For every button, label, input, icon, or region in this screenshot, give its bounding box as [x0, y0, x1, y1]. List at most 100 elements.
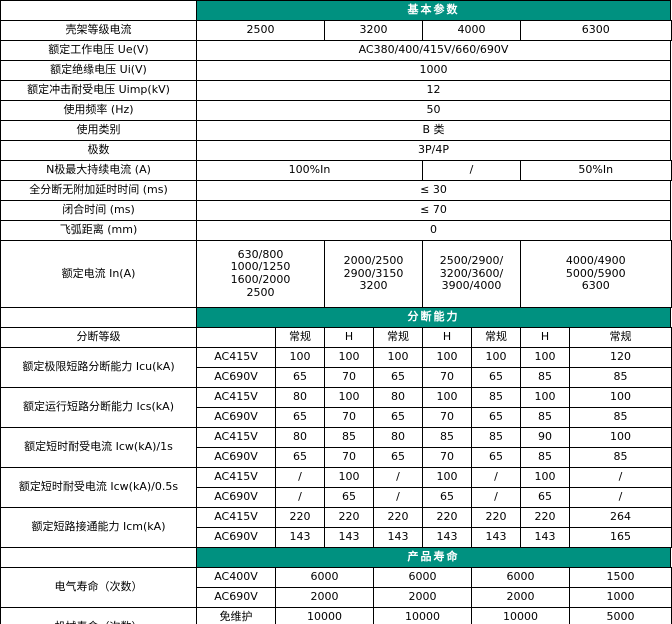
breaking-value: 65: [471, 367, 521, 388]
breaking-value: 65: [275, 447, 325, 468]
life-sub-label: 免维护: [196, 607, 276, 624]
row-label-breaking: 额定极限短路分断能力 Icu(kA): [0, 347, 197, 388]
breaking-value: 100: [324, 467, 374, 488]
breaking-value: 100: [324, 347, 374, 368]
frame-size-value: 2500: [196, 20, 325, 41]
breaking-sub-label: AC415V: [196, 507, 276, 528]
breaking-grade-value: 常规: [569, 327, 672, 348]
breaking-value: 100: [422, 467, 472, 488]
row-basic: 额定冲击耐受电压 Uimp(kV) 12: [0, 80, 672, 101]
breaking-value: 85: [422, 427, 472, 448]
breaking-value: 85: [520, 367, 570, 388]
frame-size-value: 6300: [520, 20, 672, 41]
rated-current-value: 2500/2900/ 3200/3600/ 3900/4000: [422, 240, 521, 308]
breaking-grade-value: 常规: [373, 327, 423, 348]
life-value: 10000: [373, 607, 472, 624]
row-basic: 使用频率 (Hz) 50: [0, 100, 672, 121]
row-label: 闭合时间 (ms): [0, 200, 197, 221]
section-band-life-label: 产品寿命: [196, 547, 671, 568]
breaking-value: 65: [275, 407, 325, 428]
section-band-basic: 基本参数: [0, 0, 672, 21]
row-basic: 使用类别 B 类: [0, 120, 672, 141]
row-breaking-capacity: 额定短时耐受电流 Icw(kA)/0.5s AC415V/100/100/100/: [0, 467, 672, 508]
row-value: AC380/400/415V/660/690V: [196, 40, 671, 61]
row-breaking-capacity: 额定极限短路分断能力 Icu(kA) AC415V 100 100 100 100 100 1…: [0, 347, 672, 388]
breaking-value: 70: [422, 447, 472, 468]
breaking-value: /: [471, 487, 521, 508]
breaking-sub-label: AC690V: [196, 447, 276, 468]
breaking-sub-label: AC415V: [196, 467, 276, 488]
breaking-value: 85: [324, 427, 374, 448]
breaking-value: 85: [520, 407, 570, 428]
breaking-value: 80: [373, 427, 423, 448]
breaking-grade-value: H: [324, 327, 374, 348]
breaking-grade-value: 常规: [471, 327, 521, 348]
breaking-value: /: [569, 487, 672, 508]
breaking-grade-value: H: [422, 327, 472, 348]
row-rated-current: 额定电流 In(A) 630/800 1000/1250 1600/2000 25…: [0, 240, 672, 308]
row-value: B 类: [196, 120, 671, 141]
breaking-grade-value: 常规: [275, 327, 325, 348]
life-value: 2000: [275, 587, 374, 608]
row-frame-size: 壳架等级电流 2500 3200 4000 6300: [0, 20, 672, 41]
row-label-breaking: 额定短路接通能力 Icm(kA): [0, 507, 197, 548]
breaking-value: 220: [324, 507, 374, 528]
row-n-pole-current: N极最大持续电流 (A) 100%In/50%In: [0, 160, 672, 181]
breaking-value: 143: [471, 527, 521, 548]
breaking-value: 264: [569, 507, 672, 528]
breaking-value: 220: [422, 507, 472, 528]
breaking-value: 85: [520, 447, 570, 468]
breaking-value: 65: [373, 447, 423, 468]
row-basic: 额定绝缘电压 Ui(V) 1000: [0, 60, 672, 81]
breaking-value: 80: [275, 427, 325, 448]
life-value: 10000: [471, 607, 570, 624]
breaking-value: 65: [422, 487, 472, 508]
breaking-value: /: [373, 467, 423, 488]
breaking-value: 143: [275, 527, 325, 548]
breaking-value: 65: [520, 487, 570, 508]
breaking-value: 120: [569, 347, 672, 368]
row-label: 使用频率 (Hz): [0, 100, 197, 121]
row-breaking-capacity: AC690V 65 70 65 70 65 85 85: [1, 447, 672, 468]
breaking-value: /: [275, 487, 325, 508]
breaking-grade-spacer: [196, 327, 276, 348]
breaking-value: 85: [569, 407, 672, 428]
life-sub-label: AC400V: [196, 567, 276, 588]
row-label-rated-current: 额定电流 In(A): [0, 240, 197, 308]
breaking-sub-label: AC415V: [196, 387, 276, 408]
row-label: 额定工作电压 Ue(V): [0, 40, 197, 61]
breaking-value: 143: [422, 527, 472, 548]
breaking-value: 220: [471, 507, 521, 528]
breaking-value: 100: [520, 347, 570, 368]
breaking-sub-label: AC690V: [196, 487, 276, 508]
breaking-value: 100: [373, 347, 423, 368]
breaking-value: 100: [275, 347, 325, 368]
breaking-sub-label: AC415V: [196, 427, 276, 448]
breaking-sub-label: AC690V: [196, 367, 276, 388]
row-label: 全分断无附加延时时间 (ms): [0, 180, 197, 201]
frame-size-value: 4000: [422, 20, 521, 41]
breaking-value: 85: [471, 387, 521, 408]
row-label: 飞弧距离 (mm): [0, 220, 197, 241]
breaking-value: 220: [373, 507, 423, 528]
section-band-basic-label: 基本参数: [196, 0, 671, 21]
row-label-life: 机械寿命（次数）: [0, 607, 197, 624]
breaking-value: 70: [324, 447, 374, 468]
breaking-value: 100: [471, 347, 521, 368]
row-label-breaking-grade: 分断等级: [0, 327, 197, 348]
breaking-sub-label: AC690V: [196, 527, 276, 548]
row-timing: 闭合时间 (ms) ≤ 70: [0, 200, 672, 221]
breaking-value: 100: [569, 387, 672, 408]
life-value: 6000: [373, 567, 472, 588]
breaking-value: 165: [569, 527, 672, 548]
n-pole-value: 100%In: [196, 160, 423, 181]
row-label: 额定冲击耐受电压 Uimp(kV): [0, 80, 197, 101]
breaking-sub-label: AC690V: [196, 407, 276, 428]
row-breaking-capacity: 额定短路接通能力 Icm(kA) AC415V 220 220 220 220 220 220…: [0, 507, 672, 548]
breaking-value: 90: [520, 427, 570, 448]
breaking-value: 100: [520, 467, 570, 488]
breaking-value: 143: [324, 527, 374, 548]
